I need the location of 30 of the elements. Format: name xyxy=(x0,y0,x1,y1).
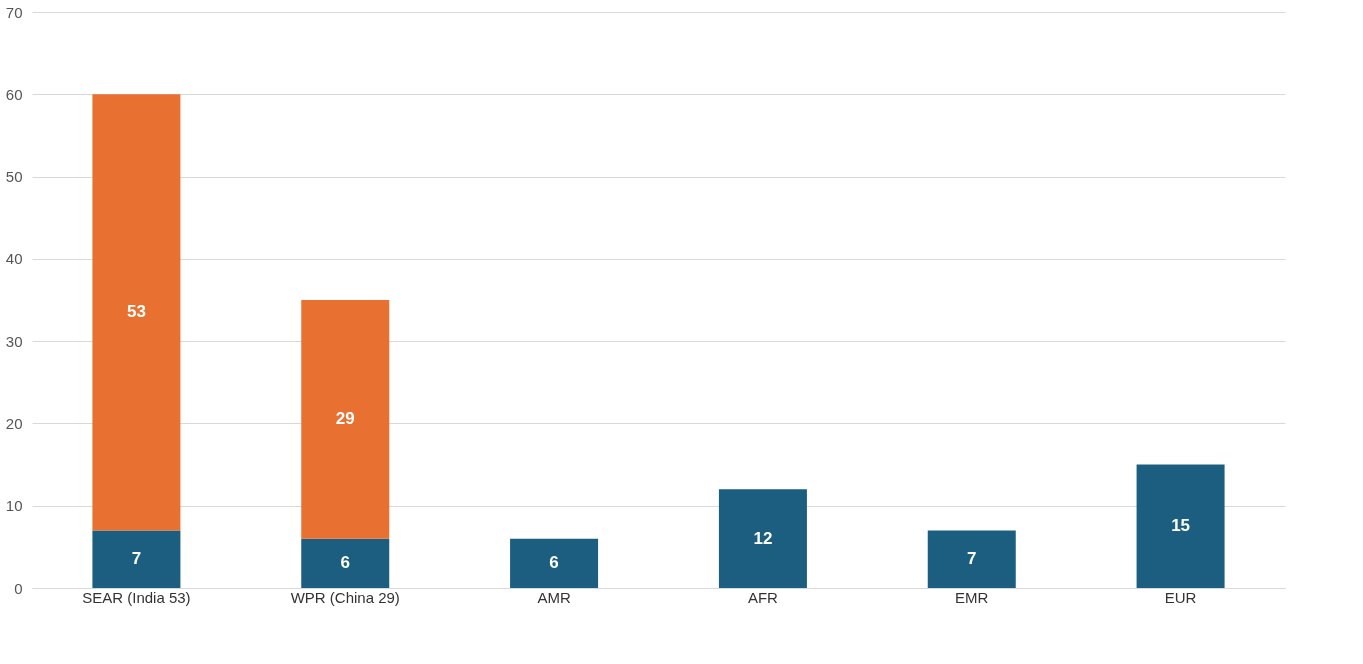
bar xyxy=(718,489,807,588)
data-label: 12 xyxy=(753,528,773,548)
y-tick-label: 10 xyxy=(5,497,23,515)
bar xyxy=(92,94,181,531)
x-tick-label: EMR xyxy=(955,588,989,606)
bar xyxy=(927,530,1016,588)
x-tick-label: AFR xyxy=(747,588,779,606)
bar xyxy=(1136,464,1225,588)
x-tick-label: EUR xyxy=(1164,588,1197,606)
data-label: 29 xyxy=(335,409,355,429)
data-label: 6 xyxy=(549,553,559,573)
y-tick-label: 0 xyxy=(14,579,23,597)
y-tick-label: 60 xyxy=(5,85,23,103)
data-label: 6 xyxy=(340,553,350,573)
x-tick-label: AMR xyxy=(537,588,571,606)
bar xyxy=(301,300,390,539)
data-label: 7 xyxy=(131,549,142,569)
data-label: 53 xyxy=(126,302,146,322)
y-tick-label: 20 xyxy=(5,414,23,432)
data-label: 15 xyxy=(1171,516,1191,536)
y-tick-label: 50 xyxy=(5,168,23,186)
y-tick-label: 40 xyxy=(5,250,23,268)
data-label: 7 xyxy=(967,549,977,569)
x-tick-label: SEAR (India 53) xyxy=(82,588,191,606)
x-tick-label: WPR (China 29) xyxy=(290,588,400,606)
bar xyxy=(301,538,390,588)
bar xyxy=(92,530,181,588)
y-tick-label: 70 xyxy=(5,3,23,21)
bar xyxy=(510,538,599,588)
y-tick-label: 30 xyxy=(5,332,23,350)
